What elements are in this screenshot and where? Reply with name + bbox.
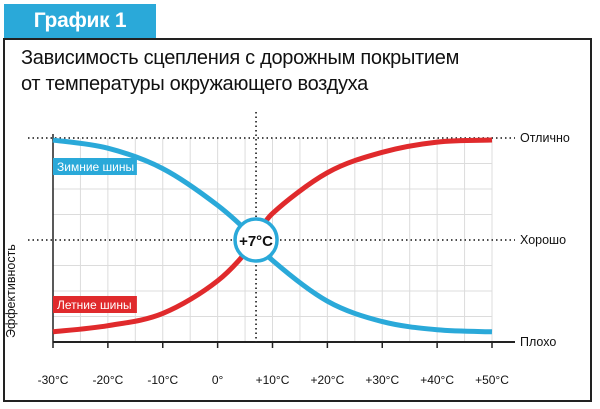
- crossing-marker-label: +7°C: [239, 233, 273, 250]
- chart-title-line-2: от температуры окружающего воздуха: [21, 73, 368, 95]
- legend-box-summer: [53, 296, 137, 313]
- x-tick-label: +50°C: [475, 373, 509, 387]
- y-axis-label: Эффективность: [4, 244, 18, 338]
- x-tick-label: +10°C: [256, 373, 290, 387]
- x-tick-label: -20°C: [92, 373, 123, 387]
- legend-label-winter: Зимние шины: [57, 160, 134, 174]
- x-tick-label: -10°C: [147, 373, 178, 387]
- chart-series: [52, 137, 493, 335]
- legend-label-summer: Летние шины: [57, 298, 132, 312]
- level-label: Хорошо: [520, 233, 566, 247]
- x-tick-label: +30°C: [365, 373, 399, 387]
- x-tick-label: +40°C: [420, 373, 454, 387]
- level-label: Плохо: [520, 335, 556, 349]
- chart-title-line-1: Зависимость сцепления с дорожным покрыти…: [21, 47, 460, 69]
- chart-number-tab: График 1: [4, 4, 156, 38]
- x-tick-label: -30°C: [38, 373, 69, 387]
- chart-title: Зависимость сцепления с дорожным покрыти…: [21, 45, 459, 97]
- legend-box-winter: [53, 158, 137, 175]
- x-tick-label: +20°C: [310, 373, 344, 387]
- level-label: Отлично: [520, 131, 570, 145]
- crossing-marker: [233, 217, 279, 263]
- chart-labels: -30°C -20°C -10°C 0° +10°C +20°C +30°C +40°C +50…: [4, 131, 570, 387]
- x-tick-label: 0°: [212, 373, 224, 387]
